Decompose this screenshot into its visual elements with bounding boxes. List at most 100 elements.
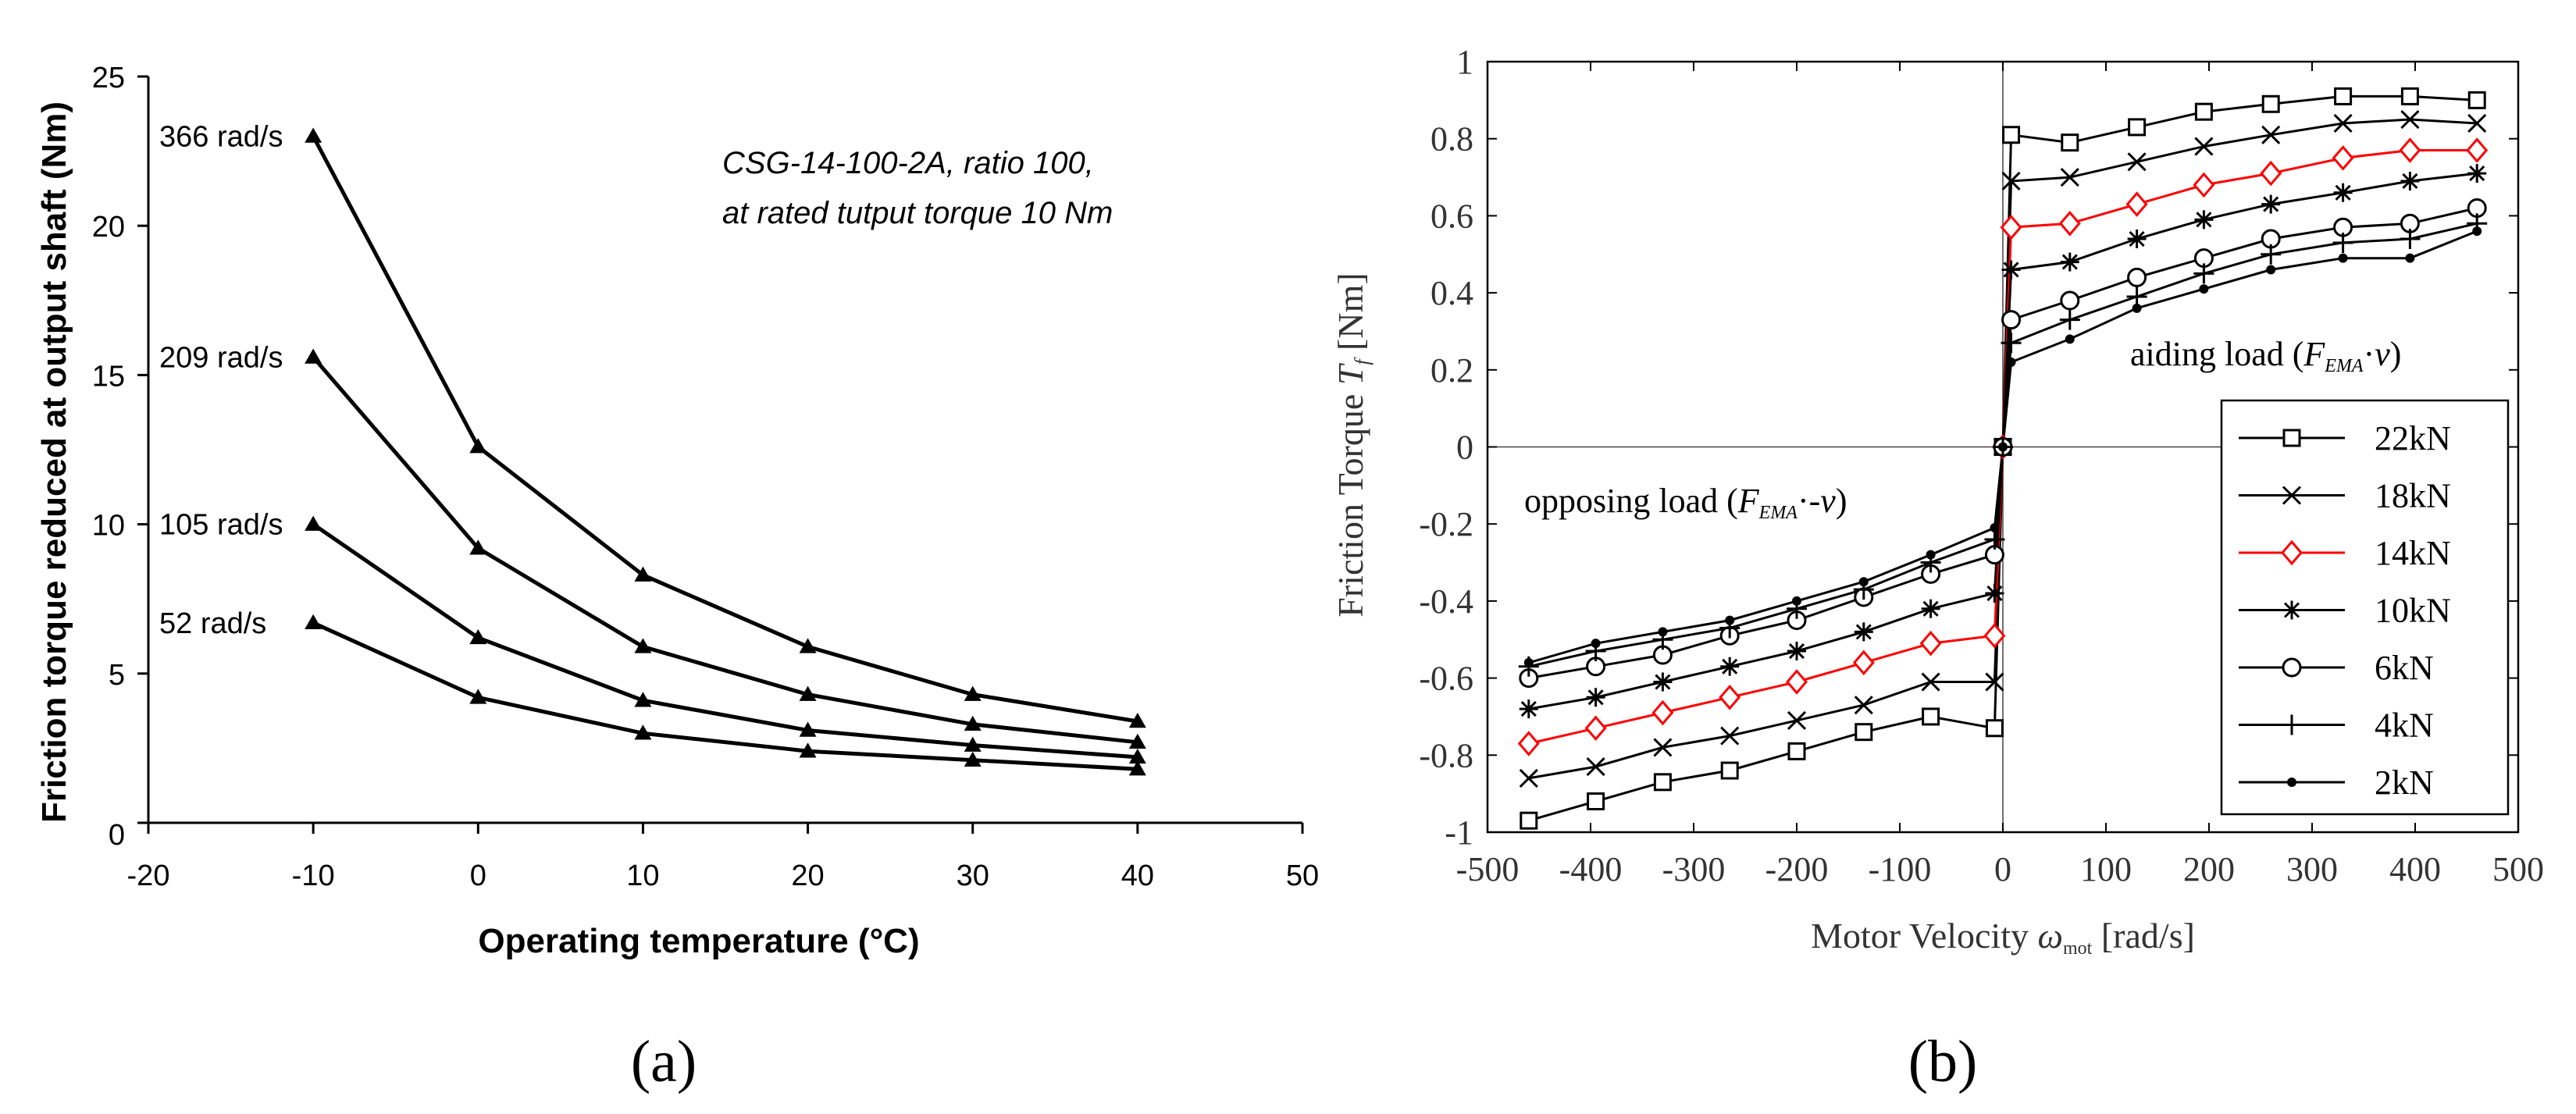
panel-a-label: (a)	[631, 1029, 697, 1094]
panel-b-x-tick-label: 200	[2183, 850, 2235, 888]
panel-b-legend-label: 22kN	[2375, 419, 2451, 457]
panel-b-point-4kn	[2400, 229, 2421, 250]
panel-b-legend: 22kN 18kN 14kN 10kN 6kN 4kN 2kN	[2220, 399, 2510, 816]
panel-a-point-209-rad-s	[469, 539, 487, 555]
panel-b-point-14kn	[1584, 715, 1607, 742]
panel-b-point-18kn	[1787, 710, 1807, 730]
panel-b-point-22kn	[1520, 811, 1538, 830]
panel-b-point-18kn	[1854, 696, 1873, 715]
panel-b-point-22kn	[1855, 723, 1873, 742]
panel-b-legend-label: 4kN	[2375, 706, 2434, 745]
panel-a-point-105-rad-s	[305, 515, 322, 531]
panel-b-point-14kn	[2399, 137, 2421, 163]
panel-b-legend-marker	[2287, 778, 2296, 787]
panel-b-point-10kn	[1985, 584, 2004, 603]
panel-b-point-2kn	[1658, 627, 1668, 637]
panel-a-series-labels: 366 rad/s 209 rad/s 105 rad/s 52 rad/s	[159, 120, 283, 639]
panel-a-x-tick-label: 0	[470, 860, 486, 892]
panel-b-point-10kn	[1519, 699, 1538, 719]
panel-b-point-22kn	[1787, 742, 1806, 760]
panel-b-x-tick-label: 0	[1994, 850, 2011, 888]
panel-b-point-10kn	[2001, 260, 2021, 279]
panel-b-legend-entry-10kn: 10kN	[2239, 592, 2451, 630]
panel-b-y-tick-label: 0.4	[1431, 274, 1473, 312]
panel-b-x-axis-label: Motor Velocity ωmot [rad/s]	[1811, 916, 2195, 959]
panel-b-point-22kn	[1720, 761, 1739, 780]
panel-b-point-18kn	[1653, 738, 1673, 757]
panel-b-point-18kn	[2194, 137, 2214, 156]
panel-b-point-4kn	[2193, 263, 2214, 284]
panel-b-point-10kn	[1720, 657, 1740, 676]
panel-b-point-10kn	[1586, 688, 1605, 707]
panel-b-x-tick-label: 400	[2389, 850, 2441, 888]
panel-b-point-22kn	[2128, 118, 2147, 137]
panel-b-point-6kn	[2060, 290, 2080, 311]
panel-b-legend-label: 2kN	[2375, 763, 2434, 802]
panel-a-series-line-52-rad-s	[312, 621, 1138, 771]
panel-a-x-tick-label: 10	[626, 860, 659, 892]
panel-b-point-2kn	[1523, 657, 1534, 667]
panel-b-legend-marker	[2282, 429, 2301, 447]
panel-b-point-4kn	[2059, 309, 2080, 330]
panel-b-y-axis-label: Friction Torque Tf [Nm]	[1331, 272, 1374, 617]
panel-b-legend-entry-22kn: 22kN	[2239, 419, 2451, 457]
panel-b-point-10kn	[2127, 230, 2147, 249]
panel-a-point-209-rad-s	[799, 685, 817, 701]
panel-a-point-52-rad-s	[305, 614, 322, 630]
panel-a-tick-labels: -20 -10 0 10 20 30 40 50 0 5 10 15 20 25	[92, 62, 1319, 892]
panel-b-legend-label: 18kN	[2375, 477, 2451, 515]
panel-b-y-tick-label: -1	[1445, 813, 1473, 852]
panel-b-point-18kn	[2400, 109, 2420, 130]
panel-b-y-tick-label: 0.8	[1431, 120, 1473, 158]
panel-b-point-4kn	[2126, 287, 2147, 308]
panel-b-point-22kn	[2061, 133, 2079, 152]
panel-b-point-18kn	[1720, 726, 1740, 746]
panel-b-legend-marker	[2282, 600, 2301, 620]
panel-a-x-tick-label: -20	[127, 860, 170, 892]
panel-b-x-tick-label: 500	[2492, 850, 2544, 888]
panel-a-y-tick-label: 5	[109, 659, 125, 692]
panel-b-point-18kn	[1586, 757, 1605, 777]
panel-b-point-14kn	[1983, 623, 2006, 649]
panel-b-y-tick-label: -0.2	[1419, 505, 1473, 543]
panel-b-point-14kn	[2000, 214, 2022, 240]
panel-b-point-14kn	[1719, 684, 1741, 710]
panel-b-point-2kn	[1792, 596, 1801, 606]
panel-b-point-22kn	[2400, 87, 2419, 105]
panel-a-point-52-rad-s	[964, 751, 982, 767]
panel-a-point-366-rad-s	[469, 438, 487, 454]
panel-b-point-10kn	[2333, 183, 2353, 202]
panel-a-point-105-rad-s	[964, 736, 982, 752]
panel-a-annotation-line-2: at rated tutput torque 10 Nm	[722, 196, 1113, 230]
panel-b-legend-entry-18kn: 18kN	[2239, 477, 2451, 515]
panel-b-legend-box	[2220, 399, 2510, 816]
panel-b-point-10kn	[1787, 642, 1806, 661]
panel-a-point-105-rad-s	[1128, 748, 1146, 764]
panel-b-point-10kn	[2400, 171, 2420, 190]
panel-b-opposing-load-annotation: opposing load (FEMA·-v)	[1524, 482, 1847, 523]
panel-b-aiding-load-annotation: aiding load (FEMA·v)	[2130, 335, 2401, 376]
panel-b-point-10kn	[1854, 622, 1873, 642]
panel-a-series	[305, 127, 1146, 776]
panel-b-point-14kn	[2260, 160, 2282, 187]
panel-b-legend-label: 10kN	[2375, 592, 2451, 630]
panel-b-x-tick-label: 300	[2286, 850, 2338, 888]
panel-b-point-18kn	[1519, 768, 1538, 788]
panel-b-point-2kn	[2338, 253, 2348, 263]
panel-b-point-2kn	[1858, 577, 1869, 587]
panel-b-point-14kn	[1852, 650, 1875, 676]
panel-b-point-22kn	[1922, 707, 1940, 726]
panel-b-point-14kn	[1517, 731, 1540, 756]
panel-a-annotation-line-1: CSG-14-100-2A, ratio 100,	[722, 146, 1094, 180]
panel-b-x-tick-label: -400	[1559, 850, 1623, 888]
panel-b-point-22kn	[2002, 126, 2021, 144]
panel-b-point-4kn	[1984, 529, 2005, 550]
panel-b-point-2kn	[1725, 615, 1735, 625]
panel-b-point-10kn	[2194, 210, 2214, 230]
panel-b-point-22kn	[1985, 719, 2004, 738]
panel-b-point-2kn	[2266, 265, 2276, 275]
panel-b-point-4kn	[2001, 333, 2022, 354]
panel-a-point-105-rad-s	[634, 692, 652, 707]
panel-a-chart: -20 -10 0 10 20 30 40 50 0 5 10 15 20 25 366 rad/s 209…	[35, 62, 1319, 1094]
